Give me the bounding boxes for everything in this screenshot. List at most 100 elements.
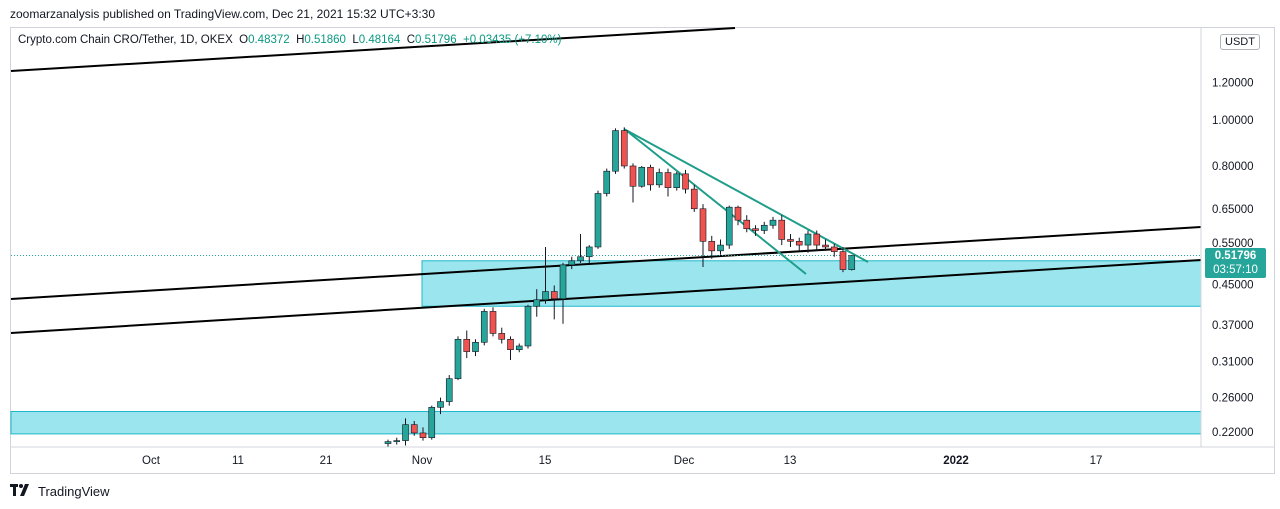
tradingview-wordmark[interactable]: TradingView [38, 484, 110, 499]
x-tick-label: 21 [320, 455, 333, 467]
candle [743, 215, 751, 233]
candle [393, 437, 401, 445]
y-tick-label: 0.45000 [1212, 280, 1254, 292]
candle [612, 128, 619, 174]
candle [760, 221, 768, 235]
candle [778, 215, 786, 246]
candle [472, 339, 479, 357]
candle [559, 262, 567, 324]
candle-body [682, 173, 689, 190]
candle [769, 216, 777, 229]
y-tick-label: 0.26000 [1212, 393, 1254, 405]
candle-body [795, 241, 803, 246]
chart-legend: Crypto.com Chain CRO/Tether, 1D, OKEX O 0… [18, 34, 561, 46]
candle [498, 327, 506, 344]
candle [594, 190, 602, 249]
legend-open-label: O [239, 34, 249, 46]
x-tick-label: 13 [784, 455, 797, 467]
legend-low-label: L [352, 34, 359, 46]
candle-body [524, 305, 532, 347]
upper-channel-line [10, 27, 736, 72]
x-tick-label: 17 [1090, 455, 1103, 467]
legend-change: +0.03435 (+7.10%) [463, 34, 562, 46]
candle [822, 239, 829, 251]
candle-body [515, 345, 523, 351]
candle [673, 171, 681, 191]
candle-body [620, 130, 628, 167]
candle [428, 405, 436, 440]
candle [647, 164, 654, 191]
y-tick-label: 1.00000 [1212, 115, 1254, 127]
candle [542, 246, 549, 304]
candle-body [830, 246, 838, 252]
candle [848, 255, 856, 271]
candle [752, 225, 759, 236]
candle-body [585, 246, 593, 258]
candle [699, 204, 707, 267]
candle-body [445, 378, 453, 402]
candle-body [743, 219, 751, 230]
candle-body [594, 193, 602, 248]
x-tick-label: Nov [412, 455, 433, 467]
candle-body [533, 299, 541, 307]
lower-channel-line [10, 259, 1202, 334]
x-tick-label: Dec [674, 455, 695, 467]
candle [507, 336, 514, 361]
candle [787, 234, 794, 247]
candle [620, 127, 628, 169]
x-tick-label: 11 [232, 455, 244, 467]
legend-high-label: H [296, 34, 305, 46]
candle [655, 168, 663, 188]
candle [839, 246, 847, 273]
legend-close-label: C [406, 34, 416, 46]
candle [725, 205, 733, 249]
y-tick-label: 0.80000 [1212, 161, 1254, 173]
candle [454, 336, 462, 381]
mid-channel-line [10, 226, 1202, 300]
candle [515, 343, 523, 353]
bar-countdown: 03:57:10 [1213, 264, 1258, 276]
tradingview-logo-icon[interactable] [10, 484, 32, 499]
candle [708, 235, 716, 259]
candle-body [428, 407, 436, 438]
candle-body [804, 233, 812, 246]
candle-body [384, 441, 392, 444]
candle-body [463, 338, 471, 352]
last-price-value: 0.51796 [1214, 250, 1257, 262]
wedge-upper-line [623, 128, 869, 263]
candle-body [734, 206, 742, 221]
candle [585, 245, 593, 264]
legend-symbol: Crypto.com Chain CRO/Tether, 1D, OKEX [18, 34, 233, 46]
candle-body [638, 166, 646, 187]
candle-body [655, 172, 663, 186]
candle-body [480, 311, 488, 343]
chart-frame [10, 27, 1275, 474]
candle-body [568, 260, 576, 266]
wedge-lower-line [626, 130, 807, 275]
currency-button[interactable]: USDT [1220, 34, 1260, 50]
candle [690, 184, 698, 212]
last-price-tag: 0.51796 03:57:10 [1205, 248, 1266, 278]
candle [402, 418, 409, 446]
candle [419, 427, 427, 441]
support-zone [10, 411, 1202, 435]
candle [445, 375, 453, 406]
candle [489, 307, 497, 337]
candle-body [402, 424, 409, 441]
candle-body [760, 224, 768, 231]
candle-body [822, 244, 829, 248]
legend-high: 0.51860 [304, 34, 346, 46]
candle [664, 168, 672, 197]
legend-low: 0.48164 [358, 34, 401, 46]
candle [533, 289, 541, 317]
y-tick-label: 1.20000 [1212, 77, 1254, 89]
candle-body [839, 251, 847, 270]
candle [384, 439, 392, 447]
candle-body [454, 338, 462, 379]
candle-body [489, 311, 497, 334]
candle-body [787, 239, 794, 242]
candle [437, 397, 444, 415]
y-tick-label: 0.37000 [1212, 320, 1254, 332]
candle [550, 285, 558, 320]
